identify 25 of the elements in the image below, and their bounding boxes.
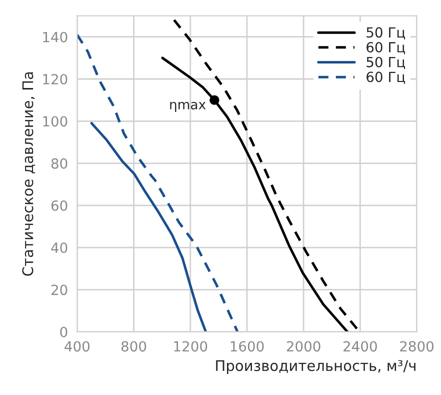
legend-label: 50 Гц [366, 27, 405, 40]
legend-label: 60 Гц [366, 72, 405, 84]
y-tick-label: 20 [51, 284, 68, 296]
line-series [90, 122, 208, 332]
x-tick-label: 400 [64, 341, 90, 352]
x-tick-label: 2800 [400, 341, 434, 352]
y-axis-title: Статическое давление, Па [22, 72, 36, 276]
y-tick-label: 100 [43, 116, 68, 127]
y-tick-label: 120 [43, 74, 68, 84]
line-series [77, 34, 239, 332]
x-axis-title: Производительность, м³/ч [216, 360, 416, 374]
line-series [161, 56, 349, 332]
y-tick-label: 60 [51, 200, 68, 211]
x-tick-label: 2000 [286, 341, 320, 352]
x-tick-label: 2400 [343, 341, 377, 352]
legend-label: 50 Гц [366, 56, 405, 70]
y-tick-label: 80 [51, 158, 68, 169]
legend-label: 60 Гц [366, 42, 405, 54]
x-tick-label: 1200 [174, 341, 208, 352]
y-tick-label: 40 [51, 242, 68, 254]
annotation: ηmax [170, 102, 206, 112]
x-tick-label: 1600 [230, 341, 264, 352]
y-tick-label: 0 [60, 326, 68, 338]
y-tick-label: 140 [43, 32, 68, 42]
x-tick-label: 800 [121, 341, 146, 352]
